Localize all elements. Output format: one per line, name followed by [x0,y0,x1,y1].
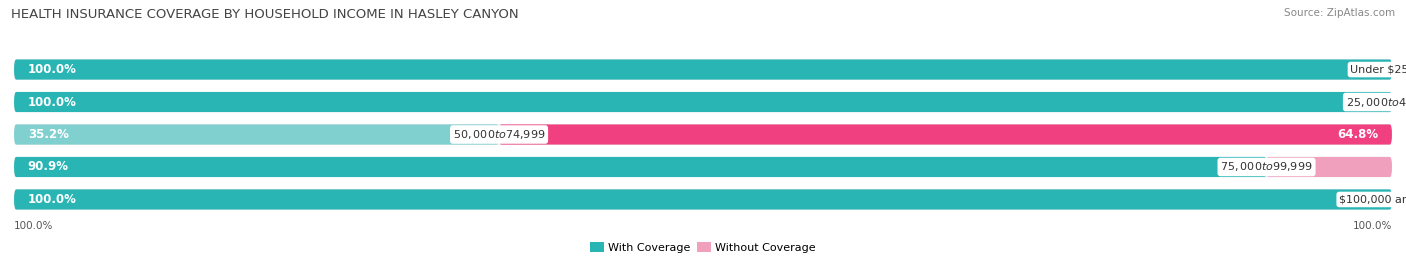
Text: 90.9%: 90.9% [28,161,69,174]
FancyBboxPatch shape [14,92,1392,112]
Text: $100,000 and over: $100,000 and over [1339,194,1406,204]
FancyBboxPatch shape [14,125,1392,144]
Text: 100.0%: 100.0% [28,63,77,76]
FancyBboxPatch shape [14,125,499,144]
Text: $50,000 to $74,999: $50,000 to $74,999 [453,128,546,141]
Text: 100.0%: 100.0% [28,95,77,108]
FancyBboxPatch shape [14,189,1392,210]
FancyBboxPatch shape [14,157,1267,177]
FancyBboxPatch shape [1392,92,1406,112]
FancyBboxPatch shape [1392,59,1406,80]
Text: HEALTH INSURANCE COVERAGE BY HOUSEHOLD INCOME IN HASLEY CANYON: HEALTH INSURANCE COVERAGE BY HOUSEHOLD I… [11,8,519,21]
Text: Under $25,000: Under $25,000 [1350,65,1406,75]
FancyBboxPatch shape [1392,189,1406,210]
FancyBboxPatch shape [14,59,1392,80]
Legend: With Coverage, Without Coverage: With Coverage, Without Coverage [591,242,815,253]
FancyBboxPatch shape [14,157,1392,177]
Text: Source: ZipAtlas.com: Source: ZipAtlas.com [1284,8,1395,18]
Text: 100.0%: 100.0% [1353,221,1392,231]
Text: $75,000 to $99,999: $75,000 to $99,999 [1220,161,1313,174]
Text: $25,000 to $49,999: $25,000 to $49,999 [1346,95,1406,108]
Text: 100.0%: 100.0% [14,221,53,231]
Text: 64.8%: 64.8% [1337,128,1378,141]
FancyBboxPatch shape [14,92,1392,112]
FancyBboxPatch shape [14,189,1392,210]
Text: 100.0%: 100.0% [28,193,77,206]
Text: 35.2%: 35.2% [28,128,69,141]
FancyBboxPatch shape [14,59,1392,80]
FancyBboxPatch shape [499,125,1392,144]
FancyBboxPatch shape [1267,157,1392,177]
